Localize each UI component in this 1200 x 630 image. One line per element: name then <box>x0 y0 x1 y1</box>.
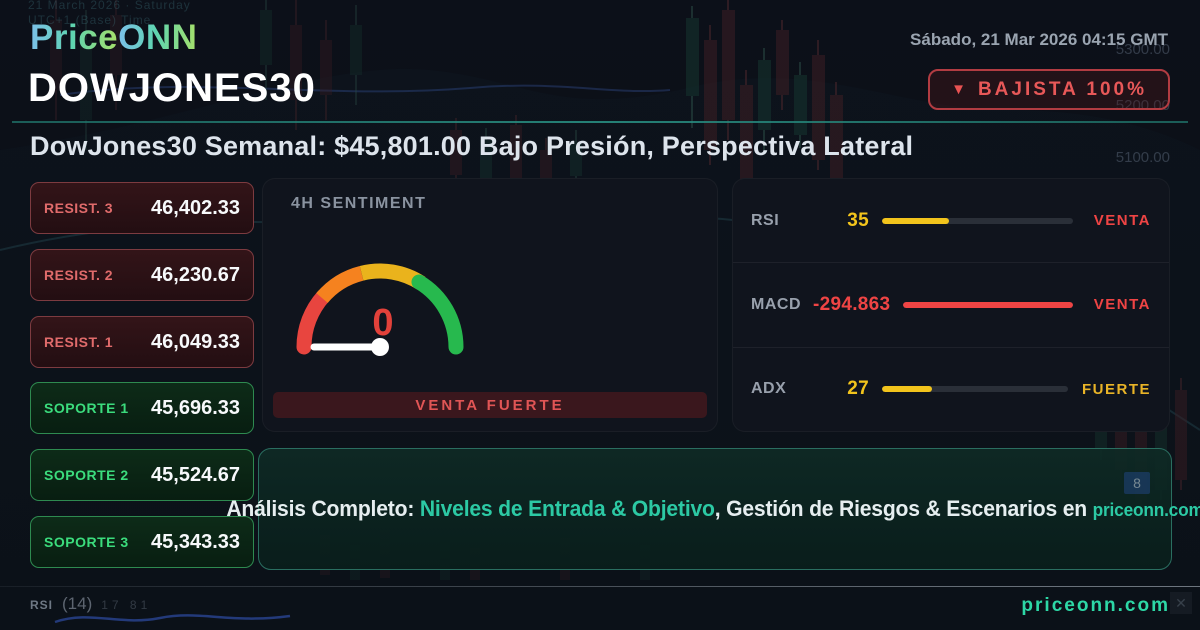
indicator-row-rsi: RSI 35 VENTA <box>733 179 1169 262</box>
background-watermark-timezone: UTC+1 (Base) Time <box>28 13 151 27</box>
sentiment-card: 4H SENTIMENT 0 VENTA FUERTE <box>262 178 718 432</box>
resistance-3-box: RESIST. 3 46,402.33 <box>30 182 254 234</box>
subtitle: DowJones30 Semanal: $45,801.00 Bajo Pres… <box>30 131 914 161</box>
resistance-1-box: RESIST. 1 46,049.33 <box>30 316 254 368</box>
datetime-label: Sábado, 21 Mar 2026 04:15 GMT <box>910 30 1168 49</box>
indicator-signal: FUERTE <box>1082 380 1151 398</box>
indicator-bar-fill <box>882 217 949 224</box>
level-label: RESIST. 1 <box>44 334 114 350</box>
gauge-hub <box>371 338 389 356</box>
trend-badge-label: BAJISTA 100% <box>977 78 1147 100</box>
background-rsi-pane-label: RSI (14) 17 81 <box>30 594 151 614</box>
indicator-bar-track <box>903 301 1073 308</box>
support-1-box: SOPORTE 1 45,696.33 <box>30 382 254 434</box>
indicator-value: 35 <box>847 209 869 231</box>
banner-middle: , Gestión de Riesgos & Escenarios en <box>714 496 1093 521</box>
indicator-signal: VENTA <box>1093 296 1151 314</box>
support-3-box: SOPORTE 3 45,343.33 <box>30 516 254 568</box>
indicator-bar-track <box>882 386 1068 393</box>
indicator-row-macd: MACD -294.863 VENTA <box>733 262 1169 346</box>
gauge-value: 0 <box>372 302 393 344</box>
banner-highlight: Niveles de Entrada & Objetivo <box>419 496 715 521</box>
indicator-row-adx: ADX 27 FUERTE <box>733 346 1169 431</box>
level-value: 46,049.33 <box>151 330 240 353</box>
banner-site-link[interactable]: priceonn.com <box>1092 500 1200 520</box>
background-price-tag: 8 <box>1124 472 1150 494</box>
level-label: RESIST. 2 <box>44 267 114 283</box>
level-label: RESIST. 3 <box>44 200 114 216</box>
sentiment-signal-bar: VENTA FUERTE <box>273 392 707 418</box>
sentiment-title: 4H SENTIMENT <box>291 195 427 212</box>
resistance-2-box: RESIST. 2 46,230.67 <box>30 249 254 301</box>
website-link[interactable]: priceonn.com <box>1021 595 1170 616</box>
level-label: SOPORTE 2 <box>44 467 129 483</box>
indicator-value: 27 <box>847 378 869 400</box>
trend-badge: ▼ BAJISTA 100% <box>928 69 1170 110</box>
indicator-signal: VENTA <box>1093 212 1151 230</box>
rsi-levels-label: 17 81 <box>101 598 152 612</box>
level-value: 46,230.67 <box>151 263 240 286</box>
indicator-bar-fill <box>903 301 1073 308</box>
analysis-banner[interactable]: Análisis Completo: Niveles de Entrada & … <box>226 448 1200 570</box>
close-icon: ✕ <box>1170 592 1192 614</box>
sentiment-signal-label: VENTA FUERTE <box>415 396 565 414</box>
level-label: SOPORTE 1 <box>44 400 129 416</box>
header-divider <box>12 121 1188 123</box>
banner-prefix: Análisis Completo: <box>226 496 420 521</box>
level-value: 45,696.33 <box>151 396 240 419</box>
background-watermark-date: 21 March 2026 · Saturday <box>28 0 191 12</box>
indicator-name: MACD <box>751 295 801 313</box>
footer-divider <box>0 586 1200 587</box>
indicator-name: RSI <box>751 211 780 229</box>
level-value: 45,343.33 <box>151 530 240 553</box>
support-2-box: SOPORTE 2 45,524.67 <box>30 449 254 501</box>
analysis-banner-text: Análisis Completo: Niveles de Entrada & … <box>226 496 1200 522</box>
background-axis-label: 5100.00 <box>1115 149 1170 166</box>
indicator-bar-track <box>882 217 1073 224</box>
indicator-bar-fill <box>882 386 933 393</box>
rsi-period-label: (14) <box>62 594 93 613</box>
indicator-value: -294.863 <box>813 293 891 315</box>
logo-onn-part: ONN <box>118 18 198 57</box>
logo-price-part: Price <box>30 18 119 57</box>
down-triangle-icon: ▼ <box>951 81 966 98</box>
rsi-indicator-label: RSI <box>30 598 54 612</box>
level-value: 45,524.67 <box>151 463 240 486</box>
indicators-card: RSI 35 VENTA MACD -294.863 VENTA ADX 27 … <box>732 178 1170 432</box>
brand-logo: PriceONN <box>30 18 197 58</box>
level-value: 46,402.33 <box>151 196 240 219</box>
page-title: DOWJONES30 <box>28 66 316 110</box>
background-axis-label: 5300.00 <box>1115 41 1170 58</box>
sentiment-gauge: 0 <box>296 263 464 356</box>
indicator-name: ADX <box>751 380 787 398</box>
level-label: SOPORTE 3 <box>44 534 129 550</box>
